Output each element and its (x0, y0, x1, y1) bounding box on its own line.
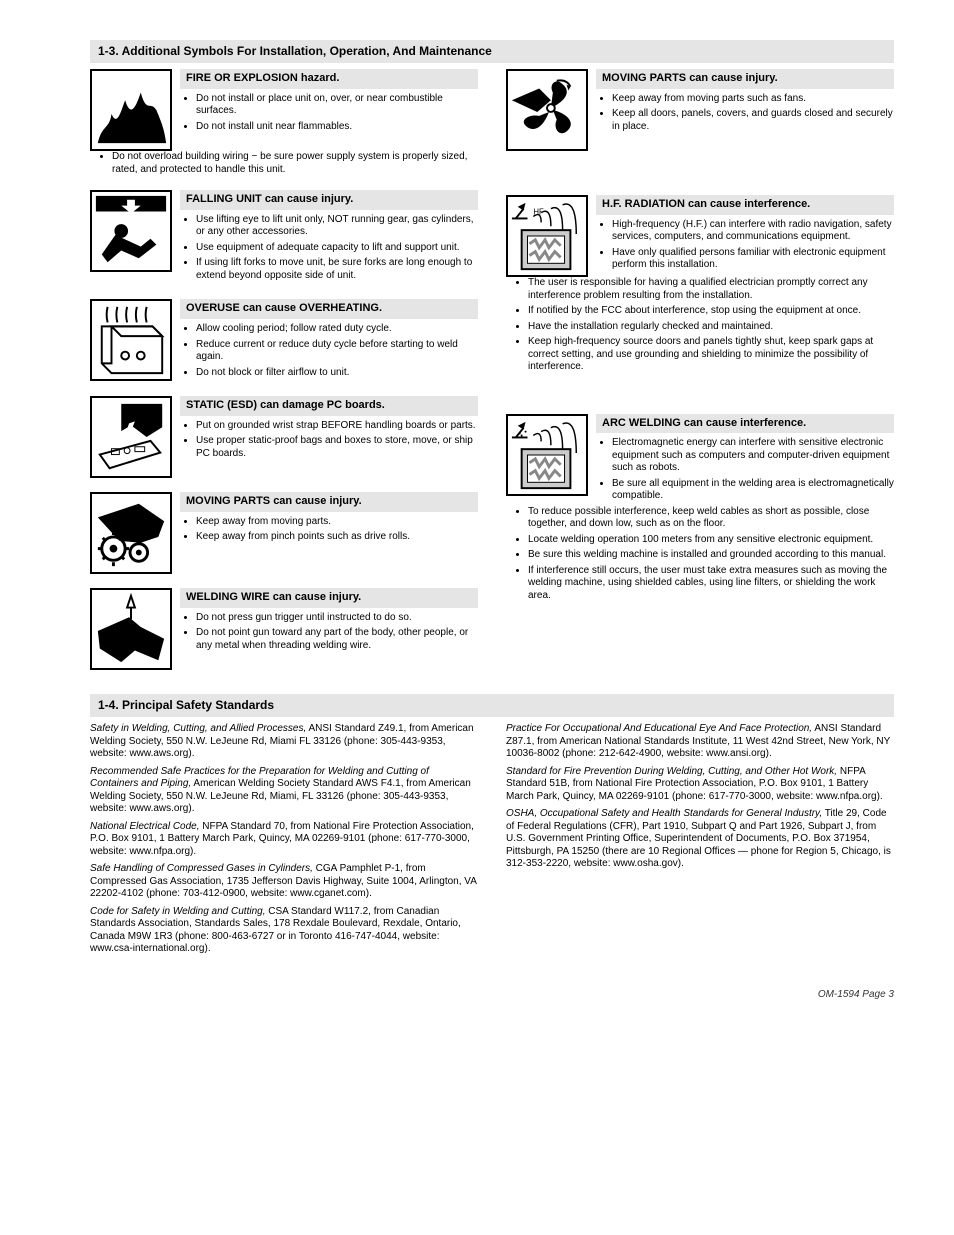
hazard-title: MOVING PARTS can cause injury. (180, 492, 478, 512)
bullet: Electromagnetic energy can interfere wit… (612, 437, 894, 475)
bullet: Do not block or filter airflow to unit. (196, 367, 478, 380)
bullet: Do not install or place unit on, over, o… (196, 93, 478, 118)
bullet: Keep high-frequency source doors and pan… (528, 336, 894, 374)
hazard-fire: FIRE OR EXPLOSION hazard. Do not install… (90, 69, 478, 176)
bullet: Use lifting eye to lift unit only, NOT r… (196, 214, 478, 239)
bullet: Locate welding operation 100 meters from… (528, 534, 894, 547)
reference-entry: National Electrical Code, NFPA Standard … (90, 821, 478, 859)
hazard-title: ARC WELDING can cause interference. (596, 414, 894, 434)
reference-entry: Recommended Safe Practices for the Prepa… (90, 766, 478, 816)
hazard-arc: ARC WELDING can cause interference. Elec… (506, 414, 894, 603)
reference-entry: Standard for Fire Prevention During Weld… (506, 766, 894, 804)
hazard-title: OVERUSE can cause OVERHEATING. (180, 299, 478, 319)
wire-icon (90, 588, 172, 670)
bullet: Do not point gun toward any part of the … (196, 627, 478, 652)
bullet: Use equipment of adequate capacity to li… (196, 242, 478, 255)
bullet: If notified by the FCC about interferenc… (528, 305, 894, 318)
bullet: Do not press gun trigger until instructe… (196, 612, 478, 625)
fire-icon (90, 69, 172, 151)
section-header-install: 1-3. Additional Symbols For Installation… (90, 40, 894, 63)
bullet: Have only qualified persons familiar wit… (612, 247, 894, 272)
hazard-wire: WELDING WIRE can cause injury. Do not pr… (90, 588, 478, 670)
hazard-overheat: OVERUSE can cause OVERHEATING. Allow coo… (90, 299, 478, 382)
fan-icon (506, 69, 588, 151)
reference-entry: Practice For Occupational And Educationa… (506, 723, 894, 761)
hazard-title: MOVING PARTS can cause injury. (596, 69, 894, 89)
bullet: Keep away from moving parts such as fans… (612, 93, 894, 106)
section-header-standards: 1-4. Principal Safety Standards (90, 694, 894, 717)
bullet: Reduce current or reduce duty cycle befo… (196, 339, 478, 364)
hazard-title: WELDING WIRE can cause injury. (180, 588, 478, 608)
esd-icon (90, 396, 172, 478)
bullet: Keep all doors, panels, covers, and guar… (612, 108, 894, 133)
bullet: Be sure all equipment in the welding are… (612, 478, 894, 503)
references: Safety in Welding, Cutting, and Allied P… (90, 723, 894, 961)
hazard-title: STATIC (ESD) can damage PC boards. (180, 396, 478, 416)
bullet: To reduce possible interference, keep we… (528, 506, 894, 531)
falling-icon (90, 190, 172, 272)
bullet: Put on grounded wrist strap BEFORE handl… (196, 420, 478, 433)
hazard-title: FALLING UNIT can cause injury. (180, 190, 478, 210)
bullet: Have the installation regularly checked … (528, 321, 894, 334)
footer-left: OM-1594 Page 3 (818, 989, 894, 1002)
bullet: Keep away from moving parts. (196, 516, 478, 529)
hazard-esd: STATIC (ESD) can damage PC boards. Put o… (90, 396, 478, 478)
left-column: FIRE OR EXPLOSION hazard. Do not install… (90, 69, 478, 684)
reference-entry: Safe Handling of Compressed Gases in Cyl… (90, 863, 478, 901)
hf-icon: HF (506, 195, 588, 277)
reference-entry: Code for Safety in Welding and Cutting, … (90, 906, 478, 956)
right-column: MOVING PARTS can cause injury. Keep away… (506, 69, 894, 684)
hazard-moving-gears: MOVING PARTS can cause injury. Keep away… (90, 492, 478, 574)
bullet: Allow cooling period; follow rated duty … (196, 323, 478, 336)
hazard-title: H.F. RADIATION can cause interference. (596, 195, 894, 215)
bullet: Use proper static-proof bags and boxes t… (196, 435, 478, 460)
hazard-hf: HF H.F. RADIATION can cause interference… (506, 195, 894, 374)
arc-icon (506, 414, 588, 496)
bullet: Do not install unit near flammables. (196, 121, 478, 134)
hazard-fan: MOVING PARTS can cause injury. Keep away… (506, 69, 894, 151)
bullet: Keep away from pinch points such as driv… (196, 531, 478, 544)
gears-icon (90, 492, 172, 574)
reference-entry: Safety in Welding, Cutting, and Allied P… (90, 723, 478, 761)
bullet: Be sure this welding machine is installe… (528, 549, 894, 562)
bullet: High-frequency (H.F.) can interfere with… (612, 219, 894, 244)
overheat-icon (90, 299, 172, 381)
reference-entry: OSHA, Occupational Safety and Health Sta… (506, 808, 894, 871)
hazard-title: FIRE OR EXPLOSION hazard. (180, 69, 478, 89)
bullet: The user is responsible for having a qua… (528, 277, 894, 302)
bullet: If interference still occurs, the user m… (528, 565, 894, 603)
hazard-falling: FALLING UNIT can cause injury. Use lifti… (90, 190, 478, 285)
bullet: Do not overload building wiring − be sur… (112, 151, 478, 176)
bullet: If using lift forks to move unit, be sur… (196, 257, 478, 282)
